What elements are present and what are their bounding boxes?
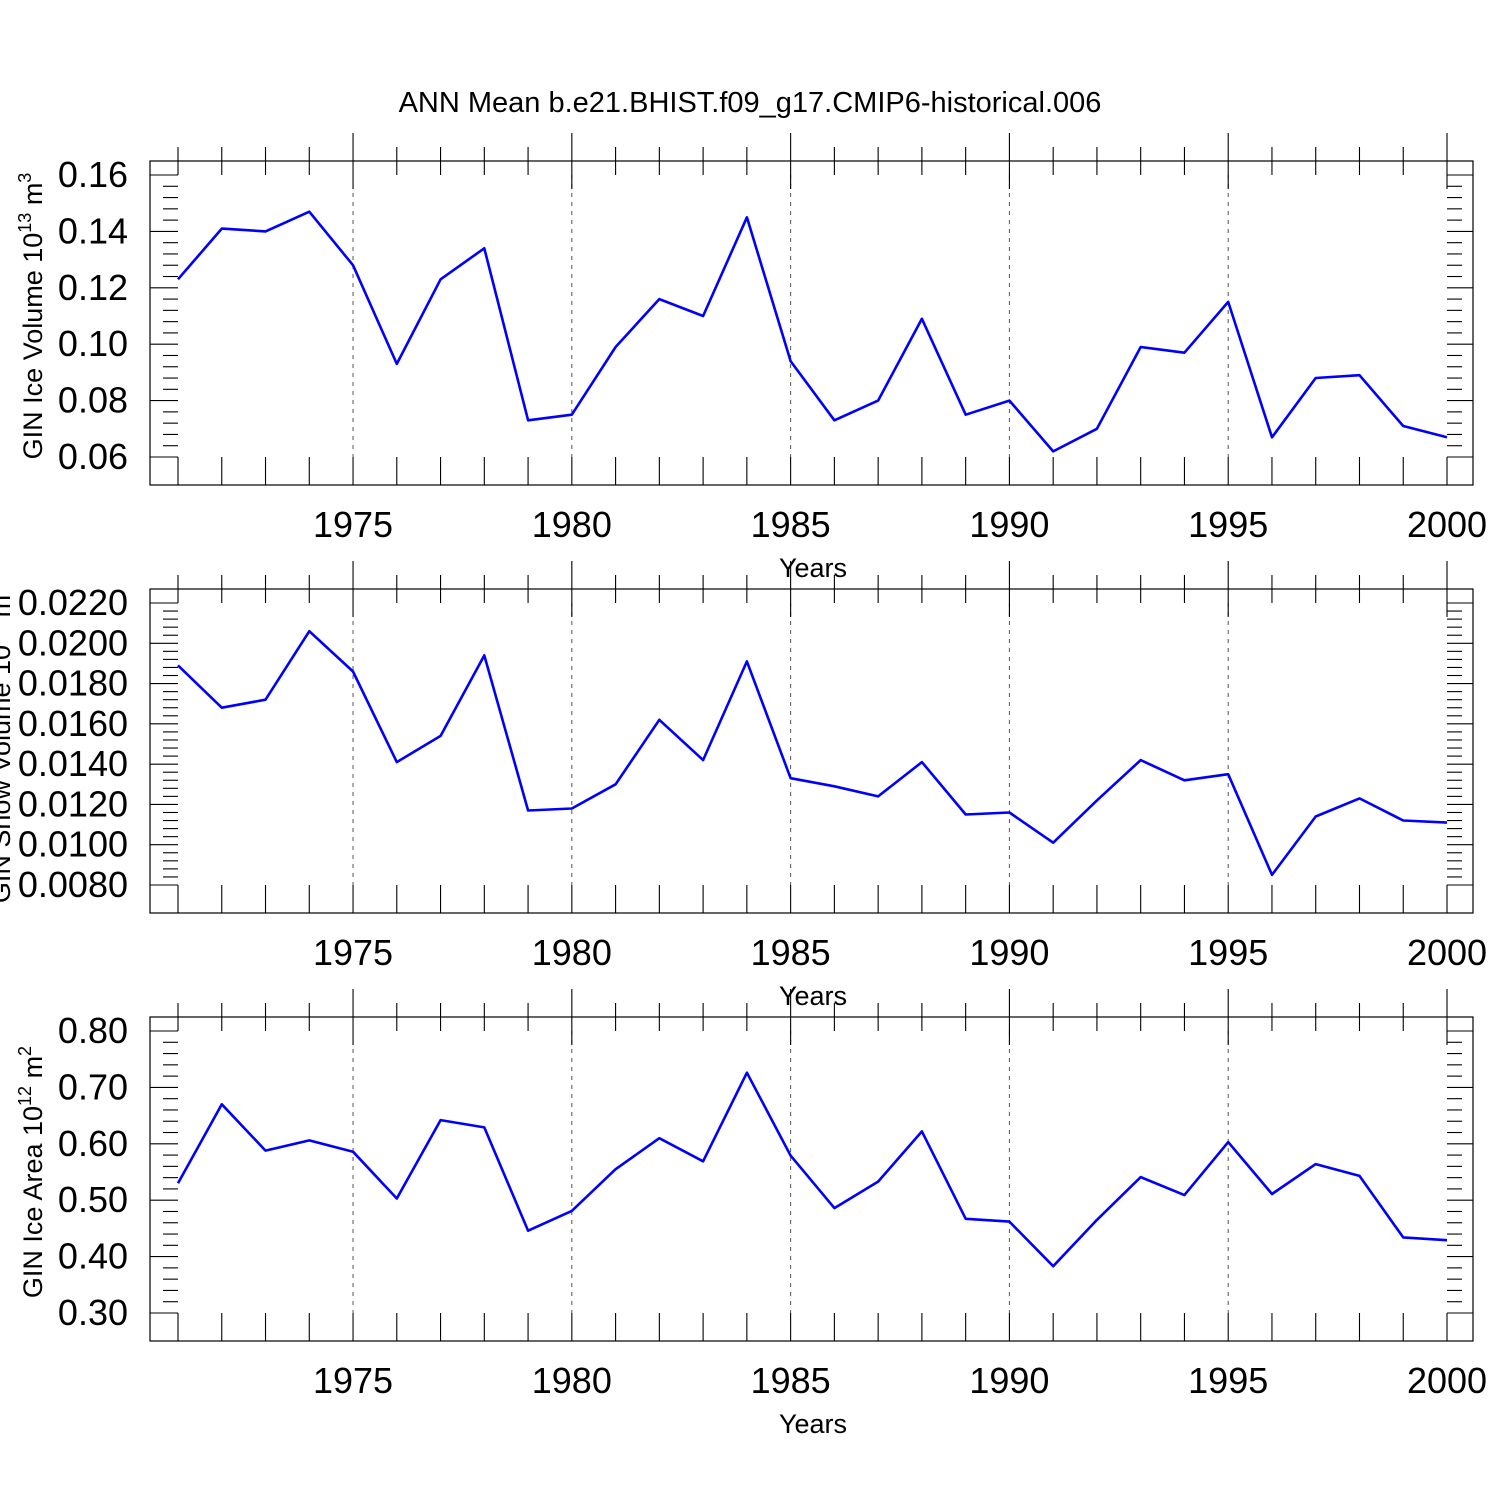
x-tick-label: 2000 bbox=[1407, 504, 1487, 545]
plot-frame bbox=[149, 588, 1474, 914]
y-tick-label: 0.0080 bbox=[18, 864, 128, 905]
y-tick-label: 0.30 bbox=[58, 1292, 128, 1333]
y-tick-label: 0.06 bbox=[58, 436, 128, 477]
y-tick-label: 0.80 bbox=[58, 1010, 128, 1051]
x-tick-label: 1975 bbox=[313, 1360, 393, 1401]
x-tick-label: 2000 bbox=[1407, 932, 1487, 973]
x-tick-label: 1980 bbox=[532, 932, 612, 973]
y-tick-label: 0.16 bbox=[58, 154, 128, 195]
y-tick-label: 0.08 bbox=[58, 380, 128, 421]
series-line bbox=[177, 210, 1448, 453]
y-tick-label: 0.0160 bbox=[18, 703, 128, 744]
x-tick-label: 1985 bbox=[751, 932, 831, 973]
y-axis-title: GIN Ice Area 1012 m2 bbox=[15, 1046, 48, 1298]
y-tick-label: 0.70 bbox=[58, 1066, 128, 1107]
y-tick-label: 0.40 bbox=[58, 1236, 128, 1277]
y-tick-label: 0.14 bbox=[58, 210, 128, 251]
panel-2: 0.00800.01000.01200.01400.01600.01800.02… bbox=[0, 561, 1487, 1011]
x-tick-label: 1985 bbox=[751, 504, 831, 545]
x-tick-label: 2000 bbox=[1407, 1360, 1487, 1401]
x-tick-label: 1990 bbox=[969, 932, 1049, 973]
x-tick-label: 1975 bbox=[313, 932, 393, 973]
x-tick-label: 1980 bbox=[532, 1360, 612, 1401]
plot-frame bbox=[149, 1016, 1474, 1342]
chart-title: ANN Mean b.e21.BHIST.f09_g17.CMIP6-histo… bbox=[399, 87, 1102, 119]
x-axis-title: Years bbox=[779, 981, 847, 1011]
y-tick-label: 0.10 bbox=[58, 323, 128, 364]
plot-frame bbox=[149, 160, 1474, 486]
x-tick-label: 1975 bbox=[313, 504, 393, 545]
series-line bbox=[176, 1071, 1448, 1268]
panel-3: 0.30 0.40 0.50 0.60 0.70 0.80 1975 1980 1985 1990… bbox=[15, 989, 1487, 1439]
x-tick-label: 1985 bbox=[751, 1360, 831, 1401]
y-tick-label: 0.0140 bbox=[18, 743, 128, 784]
x-tick-label: 1990 bbox=[969, 504, 1049, 545]
y-tick-label: 0.0100 bbox=[18, 824, 128, 865]
y-tick-label: 0.60 bbox=[58, 1123, 128, 1164]
y-tick-label: 0.0200 bbox=[18, 622, 128, 663]
y-tick-label: 0.50 bbox=[58, 1179, 128, 1220]
x-axis-title: Years bbox=[779, 553, 847, 583]
y-tick-label: 0.12 bbox=[58, 267, 128, 308]
x-tick-label: 1995 bbox=[1188, 504, 1268, 545]
y-tick-label: 0.0120 bbox=[18, 783, 128, 824]
x-tick-label: 1990 bbox=[969, 1360, 1049, 1401]
y-axis-title: GIN Ice Volume 1013 m3 bbox=[15, 173, 48, 460]
x-tick-label: 1980 bbox=[532, 504, 612, 545]
x-tick-label: 1995 bbox=[1188, 1360, 1268, 1401]
y-tick-label: 0.0220 bbox=[18, 582, 128, 623]
series-line bbox=[177, 629, 1448, 877]
panel-1: 0.06 0.08 0.10 0.12 0.14 0.16 1975 1980 1985 1990… bbox=[15, 133, 1487, 583]
y-tick-label: 0.0180 bbox=[18, 663, 128, 704]
x-tick-label: 1995 bbox=[1188, 932, 1268, 973]
x-axis-title: Years bbox=[779, 1409, 847, 1439]
y-axis-title: GIN Snow Volume 1013 m3 bbox=[0, 585, 16, 903]
